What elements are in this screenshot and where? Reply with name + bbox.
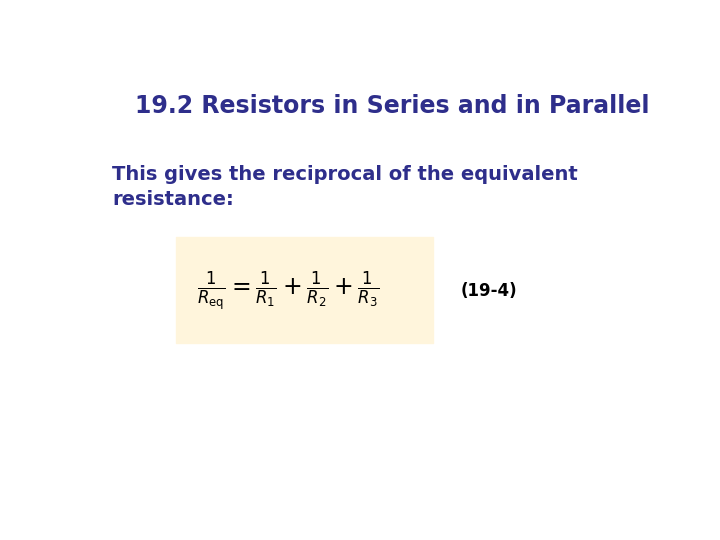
Text: This gives the reciprocal of the equivalent
resistance:: This gives the reciprocal of the equival… — [112, 165, 578, 208]
Text: 19.2 Resistors in Series and in Parallel: 19.2 Resistors in Series and in Parallel — [135, 94, 649, 118]
FancyBboxPatch shape — [176, 238, 433, 343]
Text: (19-4): (19-4) — [461, 282, 518, 300]
Text: $\frac{1}{R_{\mathrm{eq}}} = \frac{1}{R_1} + \frac{1}{R_2} + \frac{1}{R_3}$: $\frac{1}{R_{\mathrm{eq}}} = \frac{1}{R_… — [197, 269, 379, 313]
